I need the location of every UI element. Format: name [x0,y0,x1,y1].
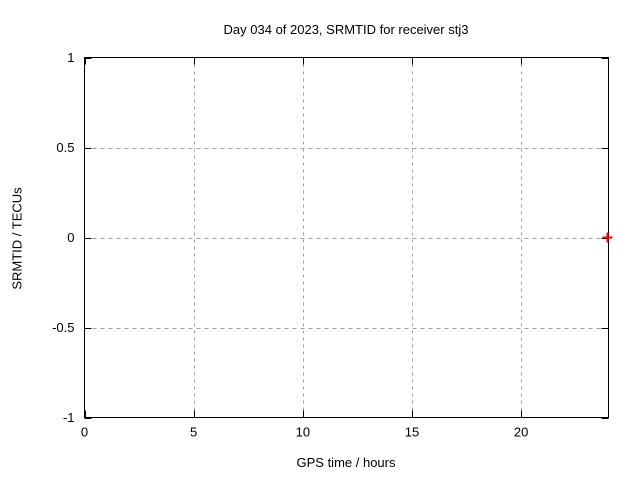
y-tick-label: 0 [67,230,74,245]
x-axis-label: GPS time / hours [296,455,396,470]
plot-border [84,57,609,418]
y-tick-label: 1 [67,50,74,65]
x-tick-label: 0 [81,425,88,440]
y-tick-label: 0.5 [56,140,74,155]
y-tick-label: -1 [63,410,75,425]
chart-title: Day 034 of 2023, SRMTID for receiver stj… [223,22,469,37]
x-tick-label: 15 [405,425,419,440]
y-tick-label: -0.5 [52,320,74,335]
x-tick-label: 5 [190,425,197,440]
x-tick-label: 20 [514,425,528,440]
x-tick-label: 10 [296,425,310,440]
